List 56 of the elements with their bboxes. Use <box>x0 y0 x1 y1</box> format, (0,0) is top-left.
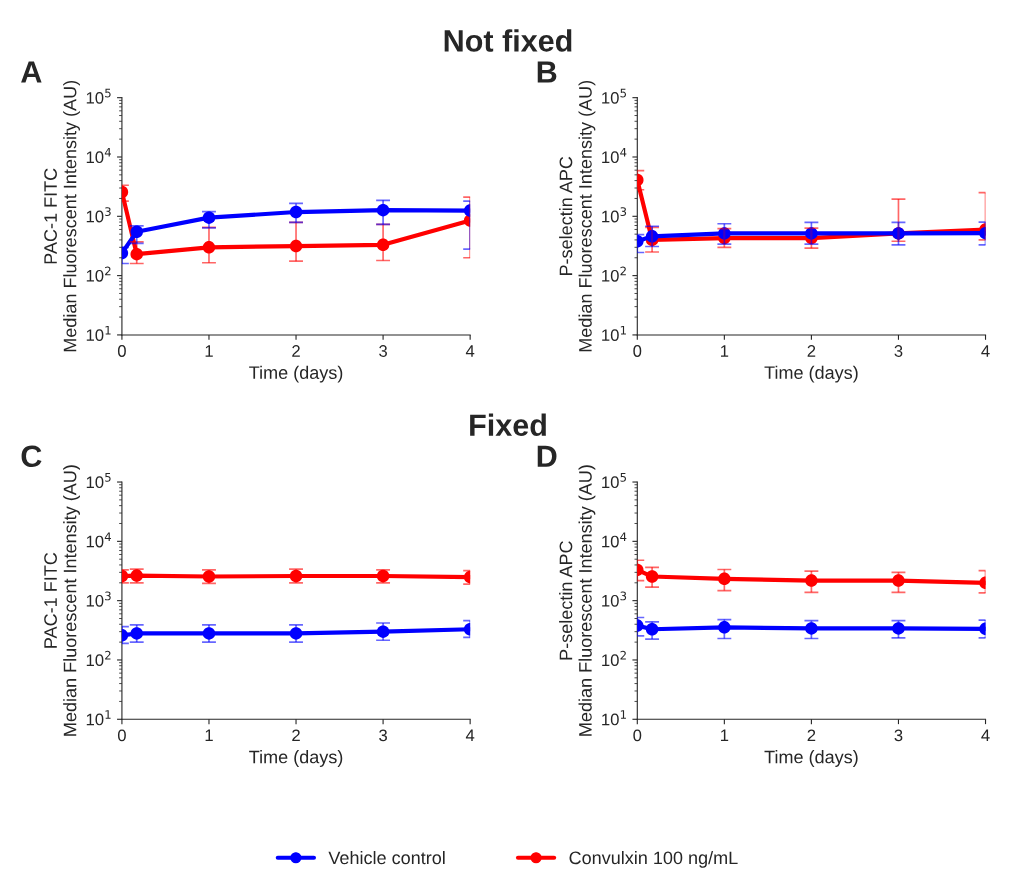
x-tick-label: 0 <box>633 345 642 357</box>
legend-label: Convulxin 100 ng/mL <box>569 850 738 868</box>
y-axis-title: P-selectin APC Median Fluorescent Intensity (AU) <box>559 80 596 352</box>
x-tick-label: 0 <box>117 729 126 742</box>
x-tick-label: 4 <box>981 729 990 742</box>
y-tick-label: 10$^{3}$ <box>86 591 111 607</box>
x-tick-label: 2 <box>807 345 816 357</box>
x-tick-label: 0 <box>117 345 126 357</box>
y-tick-label: 10$^{3}$ <box>602 207 627 223</box>
y-tick-label: 10$^{4}$ <box>602 148 627 164</box>
text: D <box>537 445 557 467</box>
x-tick-label: 2 <box>807 729 816 742</box>
x-tick-label: 1 <box>720 345 729 357</box>
y-tick-label: 10$^{5}$ <box>86 473 111 489</box>
y-tick-label: 10$^{4}$ <box>86 148 111 164</box>
y-axis-title: PAC-1 FITC Median Fluorescent Intensity (AU) <box>44 80 80 352</box>
y-tick-label: 10$^{5}$ <box>602 88 627 104</box>
x-tick-label: 3 <box>379 345 387 357</box>
chart-title: Not fixed <box>444 29 572 52</box>
y-tick-label: 10$^{3}$ <box>602 591 627 607</box>
y-tick-label: 10$^{2}$ <box>86 266 111 282</box>
x-tick-label: 3 <box>379 729 387 742</box>
y-tick-label: 10$^{2}$ <box>86 650 111 667</box>
y-tick-label: 10$^{1}$ <box>602 325 626 342</box>
y-tick-label: 10$^{1}$ <box>602 710 626 726</box>
x-axis-title: Time (days) <box>249 750 343 767</box>
y-axis-title: PAC-1 FITC Median Fluorescent Intensity (AU) <box>44 465 80 736</box>
y-tick-label: 10$^{1}$ <box>86 710 111 726</box>
legend-label: Vehicle control <box>328 850 445 865</box>
text: B <box>537 61 557 83</box>
text: A <box>21 61 42 83</box>
y-axis-title: P-selectin APC Median Fluorescent Intensity (AU) <box>559 465 596 736</box>
chart-title: Fixed <box>470 413 546 437</box>
y-tick-label: 10$^{2}$ <box>602 266 626 282</box>
x-tick-label: 1 <box>720 729 729 742</box>
x-tick-label: 1 <box>205 729 213 742</box>
y-tick-label: 10$^{4}$ <box>602 532 627 548</box>
y-tick-label: 10$^{4}$ <box>86 532 111 548</box>
y-tick-label: 10$^{3}$ <box>86 207 111 223</box>
x-tick-label: 4 <box>981 345 990 357</box>
x-tick-label: 3 <box>894 729 903 742</box>
y-tick-label: 10$^{2}$ <box>602 650 626 667</box>
x-tick-label: 1 <box>205 345 213 357</box>
x-tick-label: 0 <box>633 729 642 742</box>
x-axis-title: Time (days) <box>764 750 858 767</box>
y-tick-label: 10$^{5}$ <box>86 88 111 104</box>
x-axis-title: Time (days) <box>249 365 343 383</box>
x-tick-label: 2 <box>292 729 300 742</box>
x-tick-label: 4 <box>465 345 475 357</box>
text: C <box>21 445 42 468</box>
y-tick-label: 10$^{5}$ <box>602 473 627 489</box>
x-tick-label: 3 <box>894 345 903 357</box>
x-tick-label: 2 <box>292 345 300 357</box>
x-axis-title: Time (days) <box>764 365 858 383</box>
x-tick-label: 4 <box>465 729 475 742</box>
y-tick-label: 10$^{1}$ <box>86 325 111 342</box>
